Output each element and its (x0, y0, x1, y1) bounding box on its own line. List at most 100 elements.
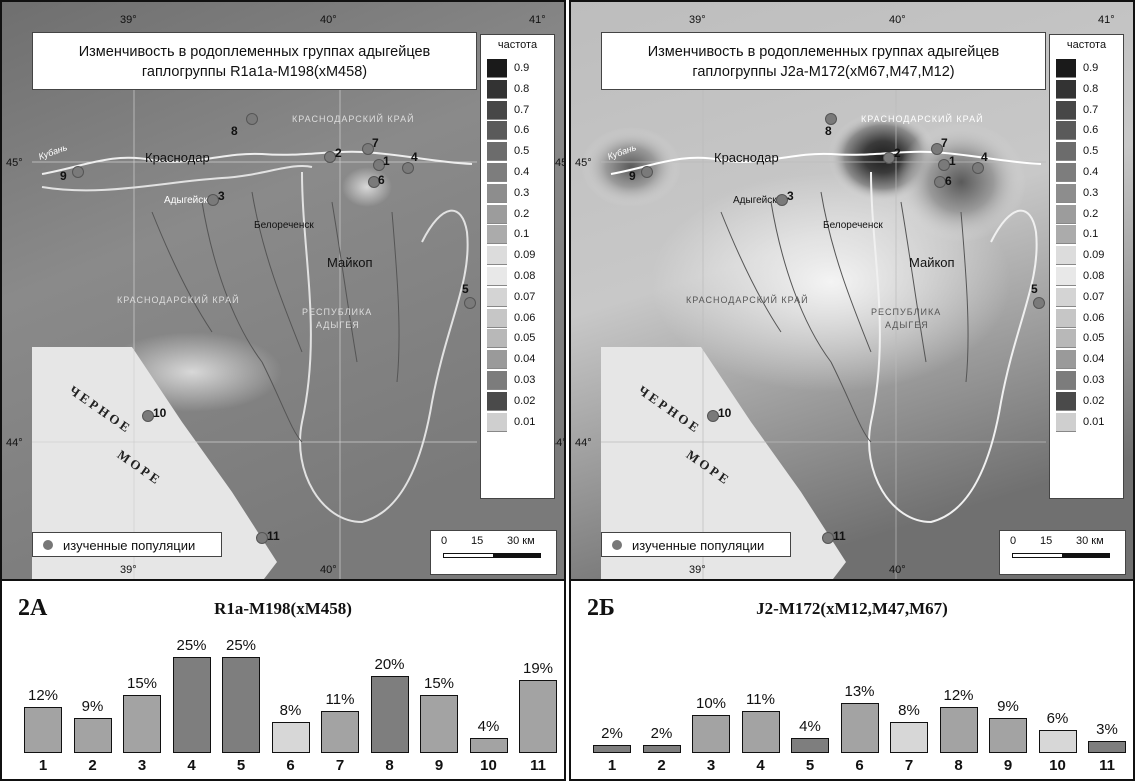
bar-value-label: 13% (844, 683, 875, 701)
population-marker-icon (43, 540, 53, 550)
population-dot-8 (825, 113, 837, 125)
population-num-2: 2 (894, 146, 901, 160)
population-dot-1 (938, 159, 950, 171)
bar (791, 737, 829, 753)
region-krasnodar-mid: КРАСНОДАРСКИЙ КРАЙ (117, 295, 240, 305)
category-label: 3 (137, 757, 147, 774)
bar (1038, 729, 1077, 753)
legend-row: 0.08 (487, 267, 549, 286)
bar-value-label: 25% (225, 637, 257, 654)
legend-value: 0.03 (514, 374, 536, 386)
scale-bar: 0 15 30 км (430, 530, 557, 575)
legend-value: 0.07 (1083, 290, 1105, 303)
legend-swatch (1056, 246, 1076, 266)
population-dot-6 (934, 176, 946, 188)
legend-swatch (1056, 412, 1076, 432)
legend-swatch (1056, 329, 1076, 349)
legend-row: 0.4 (487, 163, 549, 182)
legend-row: 0.6 (1056, 121, 1118, 141)
map-title: Изменчивость в родоплеменных группах ады… (32, 32, 477, 90)
legend-value: 0.8 (514, 82, 530, 95)
populations-legend: изученные популяции (601, 532, 791, 557)
legend-row: 0.6 (487, 121, 549, 141)
legend-swatch (1056, 350, 1076, 370)
lon-41-top: 41° (529, 14, 546, 26)
population-num-8: 8 (825, 124, 832, 138)
bar (123, 695, 161, 753)
region-adygea-1: РЕСПУБЛИКА (302, 307, 373, 317)
legend-value: 0.1 (1083, 228, 1099, 241)
frequency-legend: частота 0.9 0.8 0.7 0.6 0.5 0.4 0.3 0.2 0.1 0.09 0… (480, 34, 555, 499)
population-num-5: 5 (1031, 282, 1038, 296)
lon-40-top: 40° (320, 14, 337, 26)
legend-row: 0.07 (487, 287, 549, 307)
region-adygea-2: АДЫГЕЯ (885, 320, 929, 330)
legend-value: 0.7 (1083, 103, 1099, 116)
lon-39-top: 39° (689, 14, 706, 26)
category-label: 5 (236, 757, 246, 774)
population-num-9: 9 (60, 169, 67, 183)
population-dot-5 (464, 297, 476, 309)
legend-value: 0.5 (1083, 145, 1099, 158)
lat-45-right: 45° (555, 157, 564, 169)
category-label: 7 (904, 757, 914, 774)
population-num-10: 10 (153, 406, 167, 420)
legend-row: 0.06 (487, 308, 549, 328)
legend-value: 0.7 (514, 103, 530, 116)
legend-value: 0.06 (514, 311, 536, 324)
legend-swatch (1056, 371, 1076, 390)
bar (840, 703, 879, 753)
bar-value-label: 4% (799, 717, 821, 735)
category-label: 10 (480, 757, 497, 774)
population-num-7: 7 (372, 136, 379, 150)
legend-row: 0.05 (1056, 329, 1118, 349)
bar-value-label: 19% (522, 660, 554, 678)
legend-row: 0.3 (487, 183, 549, 203)
bar-value-label: 8% (279, 702, 302, 720)
legend-swatch (1056, 121, 1076, 141)
population-num-1: 1 (383, 154, 390, 168)
legend-swatch (487, 412, 507, 432)
legend-value: 0.02 (514, 394, 536, 407)
map-terrain (2, 2, 564, 579)
bar (642, 745, 681, 753)
population-dot-11 (256, 532, 268, 544)
legend-row: 0.08 (1056, 267, 1118, 286)
bar-value-label: 15% (423, 675, 455, 693)
population-dot-6 (368, 176, 380, 188)
population-num-7: 7 (941, 136, 948, 150)
legend-swatch (487, 350, 507, 370)
lat-44-left: 44° (6, 437, 23, 449)
legend-row: 0.03 (487, 371, 549, 390)
legend-value: 0.2 (1083, 207, 1099, 220)
legend-value: 0.6 (1083, 124, 1099, 137)
scale-30: 30 км (507, 535, 535, 547)
map-j2: 39° 40° 41° 39° 40° 41° 45° 44° Изменчив… (571, 2, 1133, 581)
population-dot-9 (641, 166, 653, 178)
legend-swatch (487, 246, 507, 266)
city-adygeysk: Адыгейск (164, 195, 208, 206)
map-r1a: 39° 40° 41° 39° 40° 41° 45° 44° 45° 44° … (2, 2, 564, 581)
legend-row: 0.09 (487, 246, 549, 266)
bar (321, 710, 359, 753)
legend-value: 0.4 (1083, 166, 1099, 178)
population-dot-10 (707, 410, 719, 422)
bar (172, 657, 211, 753)
lon-40-bottom: 40° (889, 564, 906, 576)
legend-value: 0.08 (514, 270, 536, 282)
legend-row: 0.2 (1056, 204, 1118, 224)
chart-title: J2-M172(xM12,M47,M67) (756, 599, 948, 618)
population-num-10: 10 (718, 406, 732, 420)
population-num-9: 9 (629, 169, 636, 183)
legend-value: 0.09 (1083, 249, 1105, 262)
legend-swatch (487, 267, 507, 286)
legend-row: 0.4 (1056, 163, 1118, 182)
legend-row: 0.05 (487, 329, 549, 349)
category-label: 8 (385, 757, 394, 774)
legend-swatch (1056, 204, 1076, 224)
chart-tag: 2Б (587, 595, 615, 621)
bar-value-label: 10% (695, 694, 727, 712)
population-marker-icon (612, 540, 622, 550)
map-title-line2: гаплогруппы R1a1a-M198(xM458) (141, 64, 368, 80)
legend-row: 0.7 (1056, 100, 1118, 120)
